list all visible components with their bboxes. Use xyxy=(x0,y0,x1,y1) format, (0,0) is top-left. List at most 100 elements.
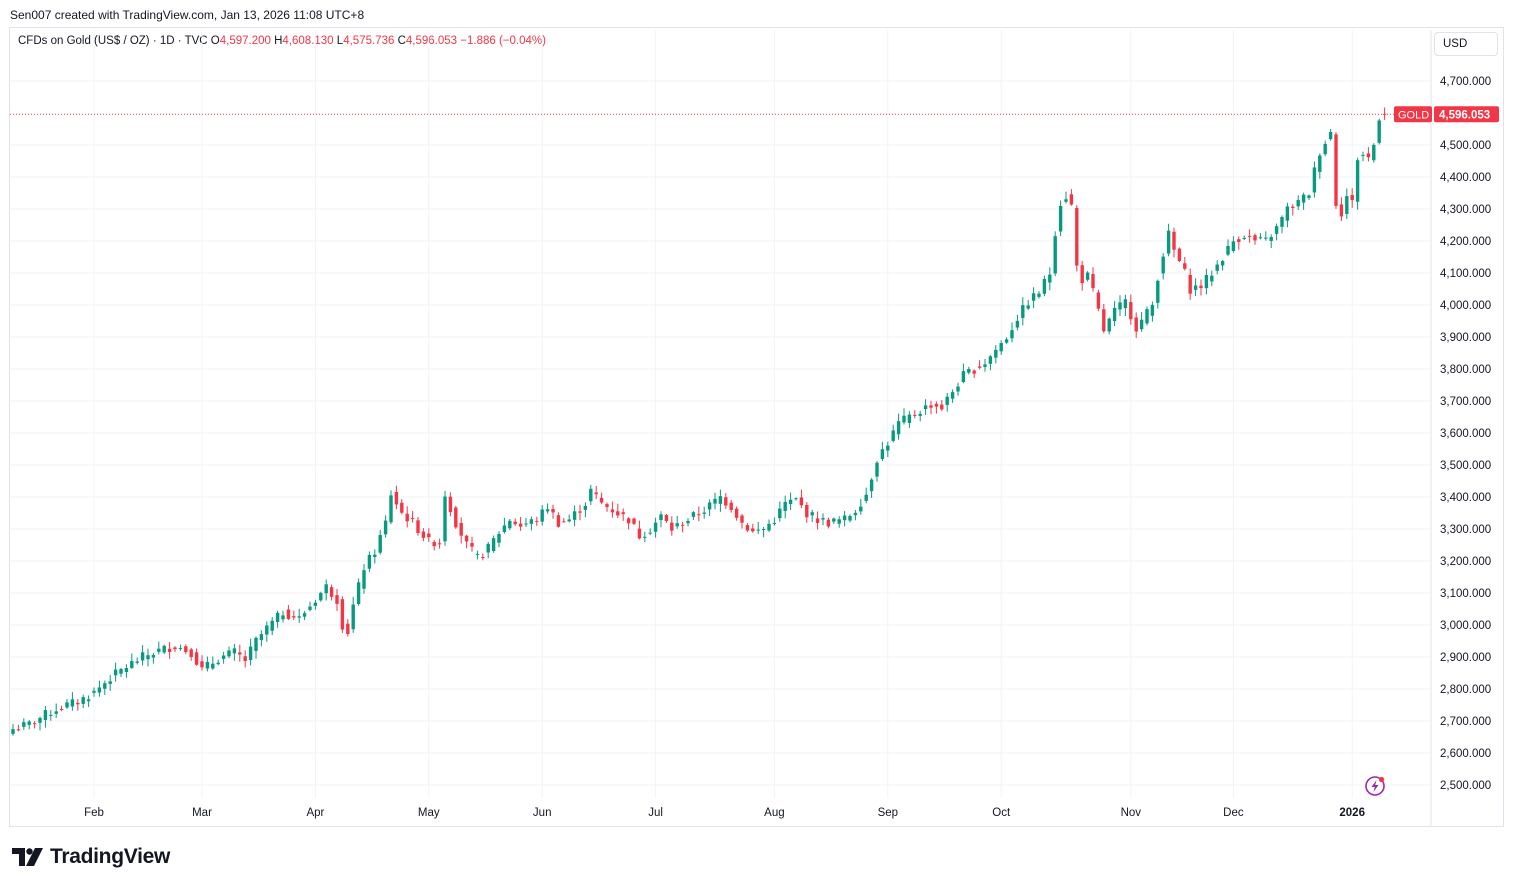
candle-body xyxy=(378,535,382,553)
candle-body xyxy=(859,506,863,512)
candle-body xyxy=(545,509,550,512)
candle-body xyxy=(302,613,307,617)
price-tag-symbol-bg xyxy=(1394,106,1432,123)
candle-body xyxy=(1307,195,1311,198)
time-tick-label: Jul xyxy=(648,807,663,819)
candle-body xyxy=(902,415,906,423)
candle-body xyxy=(1280,217,1284,227)
candle-body xyxy=(1274,226,1279,234)
candle-body xyxy=(540,509,544,522)
price-tick-label: 3,200.000 xyxy=(1440,556,1491,568)
candle-body xyxy=(1102,309,1106,332)
candle-body xyxy=(1091,274,1095,289)
candle-body xyxy=(394,491,399,505)
candle-body xyxy=(1323,143,1327,155)
candle-body xyxy=(329,587,334,597)
time-tick-label: Oct xyxy=(992,807,1011,819)
candle-body xyxy=(1048,274,1052,283)
candle-body xyxy=(1377,120,1381,143)
candle-body xyxy=(589,488,593,502)
time-tick-label: Dec xyxy=(1223,807,1244,819)
price-axis: 2,500.000 2,600.000 2,700.000 2,800.000 2,90… xyxy=(1440,76,1491,792)
candle-body xyxy=(103,683,107,689)
candle-body xyxy=(281,615,285,620)
candle-body xyxy=(216,662,220,665)
price-tick-label: 2,700.000 xyxy=(1440,716,1491,728)
candle-body xyxy=(1328,131,1333,140)
candle-body xyxy=(988,356,993,364)
legend-close-label: C xyxy=(397,35,406,47)
candle-body xyxy=(578,511,582,513)
candle-body xyxy=(556,515,561,527)
price-tick-label: 3,300.000 xyxy=(1440,524,1491,536)
candle-body xyxy=(886,445,890,451)
candle-body xyxy=(76,702,80,705)
price-tick-label: 3,500.000 xyxy=(1440,460,1491,472)
candle-body xyxy=(1210,275,1214,282)
candle-body xyxy=(1123,299,1128,309)
candle-body xyxy=(1021,305,1025,318)
candle-body xyxy=(1156,280,1160,303)
candle-body xyxy=(167,648,172,652)
currency-button[interactable]: USD xyxy=(1434,32,1498,56)
candle-body xyxy=(1188,274,1192,294)
flash-icon[interactable] xyxy=(1364,775,1386,797)
candle-body xyxy=(1247,235,1252,237)
candle-body xyxy=(351,604,355,630)
candle-body xyxy=(686,520,690,524)
candle-body xyxy=(1258,237,1263,239)
candle-body xyxy=(907,414,912,423)
candle-body xyxy=(794,498,798,500)
candle-body xyxy=(821,518,825,520)
candle-body xyxy=(1172,231,1176,250)
candle-body xyxy=(448,496,453,513)
candle-body xyxy=(92,690,96,693)
candle-body xyxy=(1075,207,1079,266)
candle-body xyxy=(1237,239,1241,242)
candle-body xyxy=(486,543,490,553)
candle-body xyxy=(1107,318,1111,332)
time-tick-label: Mar xyxy=(192,807,212,819)
tradingview-brand[interactable]: TradingView xyxy=(12,845,170,869)
candle-body xyxy=(189,649,193,657)
candle-body xyxy=(1350,195,1354,201)
price-tick-label: 4,400.000 xyxy=(1440,172,1491,184)
candle-body xyxy=(1139,319,1144,330)
candle-body xyxy=(286,609,291,619)
candle-body xyxy=(1085,272,1090,280)
candle-body xyxy=(49,714,53,716)
candle-body xyxy=(1150,304,1155,316)
candle-body xyxy=(729,502,733,510)
legend-low-value: 4,575.736 xyxy=(343,35,395,47)
candle-body xyxy=(1112,307,1117,322)
candle-body xyxy=(1010,330,1014,339)
candle-body xyxy=(443,496,447,542)
candle-body xyxy=(38,717,42,723)
candle-body xyxy=(756,529,760,531)
candle-body xyxy=(643,536,647,538)
candle-body xyxy=(513,521,517,525)
price-tick-label: 4,100.000 xyxy=(1440,268,1491,280)
candle-body xyxy=(961,371,966,383)
candle-body xyxy=(1231,241,1236,251)
candle-body xyxy=(275,612,280,622)
chart-grid xyxy=(10,30,1432,826)
candle-body xyxy=(508,520,512,529)
candle-body xyxy=(178,648,183,650)
candle-body xyxy=(810,512,814,516)
candle-body xyxy=(691,512,696,517)
candle-body xyxy=(16,729,21,731)
time-tick-label: Jun xyxy=(533,807,552,819)
candle-body xyxy=(389,495,393,523)
candle-body xyxy=(718,496,723,504)
candle-body xyxy=(837,519,841,524)
candle-body xyxy=(405,513,409,522)
candle-body xyxy=(373,554,377,557)
candle-body xyxy=(232,648,237,654)
candle-body xyxy=(1366,153,1371,158)
candle-body xyxy=(1334,134,1338,206)
candle-body xyxy=(778,508,782,519)
candle-body xyxy=(1220,260,1225,266)
legend-symbol[interactable]: CFDs on Gold (US$ / OZ) · 1D · TVC xyxy=(18,35,208,47)
